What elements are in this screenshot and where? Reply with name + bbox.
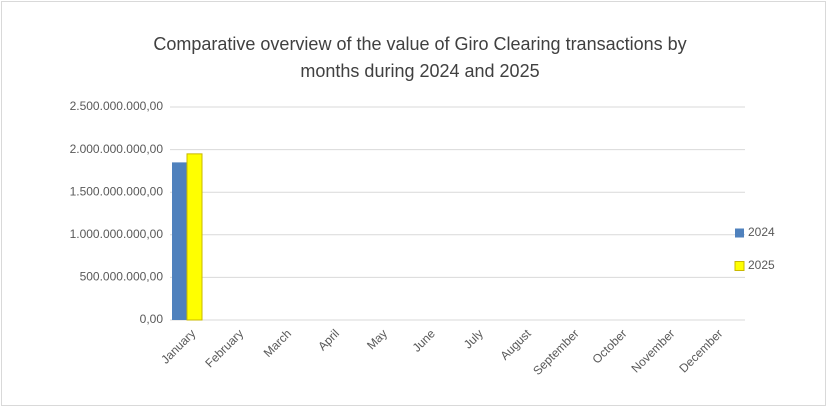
y-tick-label: 1.500.000.000,00 <box>70 184 164 198</box>
legend-swatch <box>735 228 744 238</box>
bar <box>186 153 203 321</box>
y-tick-label: 500.000.000,00 <box>80 270 164 284</box>
chart-title: Comparative overview of the value of Gir… <box>153 34 686 54</box>
bar <box>172 162 187 320</box>
legend-swatch <box>734 261 745 271</box>
y-tick-label: 1.000.000.000,00 <box>70 227 164 241</box>
y-tick-label: 0,00 <box>140 312 164 326</box>
chart-title: months during 2024 and 2025 <box>300 61 539 81</box>
legend-label: 2025 <box>748 258 775 272</box>
legend-label: 2024 <box>748 225 775 239</box>
y-tick-label: 2.500.000.000,00 <box>70 99 164 113</box>
y-tick-label: 2.000.000.000,00 <box>70 142 164 156</box>
